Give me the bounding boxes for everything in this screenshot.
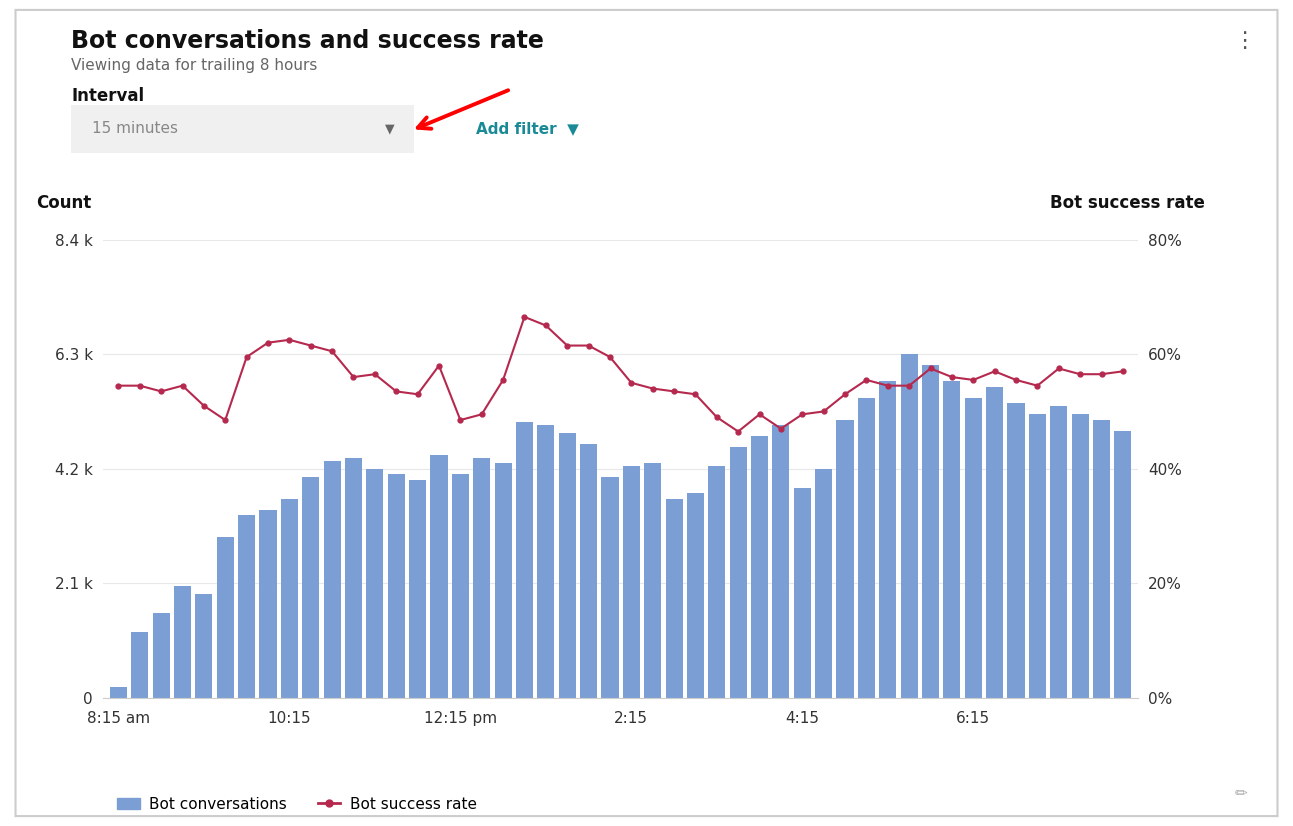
FancyBboxPatch shape: [50, 102, 434, 155]
Bar: [644, 463, 661, 698]
Bar: [494, 463, 512, 698]
Bar: [238, 515, 255, 698]
Bar: [709, 466, 725, 698]
Legend: Bot conversations, Bot success rate: Bot conversations, Bot success rate: [111, 790, 482, 818]
Text: ⋮: ⋮: [1232, 31, 1256, 51]
Text: ✏: ✏: [1235, 786, 1248, 801]
Bar: [131, 633, 149, 698]
Bar: [857, 398, 875, 698]
Bar: [281, 499, 297, 698]
Bar: [451, 474, 469, 698]
Bar: [538, 425, 555, 698]
Bar: [965, 398, 981, 698]
Bar: [815, 468, 833, 698]
Bar: [987, 387, 1003, 698]
Bar: [922, 365, 939, 698]
Bar: [1029, 414, 1046, 698]
Bar: [666, 499, 683, 698]
Bar: [175, 586, 191, 698]
Bar: [260, 510, 277, 698]
Bar: [1093, 420, 1111, 698]
Bar: [366, 468, 384, 698]
Bar: [303, 477, 319, 698]
Text: Add filter  ▼: Add filter ▼: [476, 121, 579, 136]
Text: Bot conversations and success rate: Bot conversations and success rate: [71, 29, 544, 53]
Bar: [195, 594, 212, 698]
Bar: [110, 687, 127, 698]
Bar: [1072, 414, 1089, 698]
Bar: [772, 425, 790, 698]
Bar: [581, 444, 597, 698]
Bar: [431, 455, 447, 698]
Bar: [1050, 406, 1067, 698]
Bar: [388, 474, 405, 698]
Bar: [559, 434, 575, 698]
Bar: [323, 461, 340, 698]
Bar: [623, 466, 640, 698]
Bar: [345, 458, 362, 698]
Bar: [601, 477, 618, 698]
Text: Viewing data for trailing 8 hours: Viewing data for trailing 8 hours: [71, 58, 318, 73]
Bar: [153, 614, 169, 698]
Bar: [516, 422, 533, 698]
Text: ▼: ▼: [385, 122, 394, 135]
Text: 15 minutes: 15 minutes: [92, 121, 177, 136]
Bar: [794, 488, 811, 698]
Bar: [473, 458, 490, 698]
Bar: [1115, 430, 1131, 698]
FancyBboxPatch shape: [16, 10, 1277, 816]
Text: Count: Count: [36, 194, 92, 212]
Bar: [751, 436, 768, 698]
Bar: [879, 382, 896, 698]
Bar: [729, 447, 747, 698]
Text: Bot success rate: Bot success rate: [1050, 194, 1205, 212]
FancyBboxPatch shape: [428, 102, 652, 155]
Bar: [1007, 403, 1024, 698]
Bar: [944, 382, 961, 698]
Bar: [409, 480, 427, 698]
Bar: [217, 537, 234, 698]
Bar: [837, 420, 853, 698]
Bar: [687, 493, 703, 698]
Text: Interval: Interval: [71, 87, 145, 105]
Bar: [901, 354, 918, 698]
